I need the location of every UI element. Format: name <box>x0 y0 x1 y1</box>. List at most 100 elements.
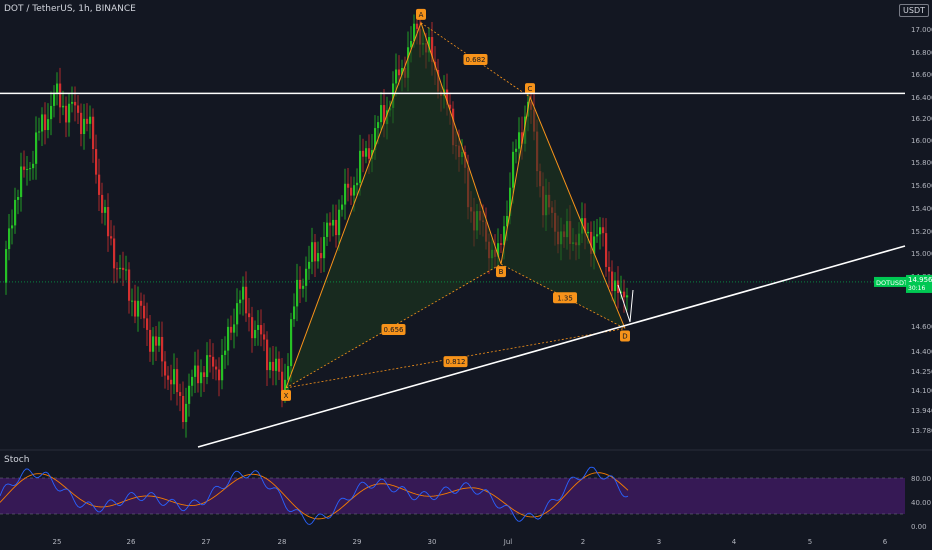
stoch-tick: 40.00 <box>911 499 931 507</box>
candle-body <box>584 218 587 234</box>
candle-body <box>380 105 383 123</box>
candle-body <box>602 227 605 234</box>
pattern-point-badge <box>496 266 506 278</box>
candle-body <box>311 242 314 262</box>
candle-body <box>401 67 404 76</box>
candle-body <box>107 207 110 237</box>
ratio-label: 0.812 <box>445 358 465 366</box>
candle-body <box>38 131 41 133</box>
candle-body <box>515 148 518 152</box>
pattern-point-label: X <box>284 392 289 400</box>
candle-body <box>299 279 302 289</box>
candle-body <box>110 236 113 239</box>
candle-body <box>260 325 263 335</box>
ratio-label: 0.682 <box>465 56 485 64</box>
candle-body <box>44 114 47 131</box>
candle-body <box>119 267 122 270</box>
candle-body <box>377 122 380 129</box>
candle-body <box>269 361 272 371</box>
candle-body <box>326 222 329 237</box>
candle-body <box>230 326 233 333</box>
candle-body <box>173 369 176 385</box>
time-tick: 25 <box>53 538 62 546</box>
pattern-point-label: C <box>528 85 533 93</box>
candle-body <box>35 132 38 164</box>
candle-body <box>68 103 71 123</box>
candle-body <box>182 395 185 423</box>
candle-body <box>596 234 599 237</box>
candle-body <box>89 116 92 124</box>
candle-body <box>170 379 173 385</box>
candle-body <box>200 372 203 384</box>
candle-body <box>290 319 293 367</box>
price-tick: 14.250 <box>911 368 932 376</box>
candle-body <box>413 23 416 42</box>
candle-body <box>302 285 305 289</box>
time-tick: 30 <box>428 538 437 546</box>
stoch-tick: 80.00 <box>911 475 931 483</box>
candle-body <box>281 371 284 392</box>
candle-body <box>347 183 350 188</box>
time-tick: 4 <box>732 538 737 546</box>
time-tick: 27 <box>202 538 211 546</box>
pattern-point-badge <box>525 83 535 95</box>
candle-body <box>137 300 140 317</box>
candle-body <box>11 225 14 229</box>
candle-body <box>32 163 35 169</box>
candle-body <box>8 228 11 250</box>
candle-body <box>512 151 515 188</box>
candle-body <box>287 366 290 380</box>
currency-badge[interactable]: USDT <box>899 4 929 17</box>
candle-body <box>317 253 320 262</box>
candle-body <box>227 326 230 351</box>
stochastic-panel: 80.00 40.00 0.00 <box>0 449 932 531</box>
candle-body <box>263 334 266 340</box>
candle-body <box>167 375 170 380</box>
candle-body <box>50 105 53 120</box>
candle-body <box>314 242 317 262</box>
candle-body <box>47 119 50 131</box>
candle-body <box>329 222 332 226</box>
candle-body <box>248 313 251 318</box>
last-price-badge <box>906 274 932 293</box>
candle-body <box>194 365 197 377</box>
candle-body <box>266 339 269 371</box>
candle-body <box>428 37 431 53</box>
candle-body <box>236 303 239 325</box>
candle-body <box>53 93 56 106</box>
price-tick: 16.600 <box>911 71 932 79</box>
candle-body <box>131 300 134 302</box>
pattern-point-label: B <box>499 268 504 276</box>
candle-body <box>323 236 326 259</box>
candle-body <box>611 271 614 292</box>
candle-body <box>503 226 506 245</box>
ratio-label: 1.35 <box>557 294 573 302</box>
candle-body <box>113 238 116 269</box>
ratio-label: 0.656 <box>383 326 404 334</box>
candle-body <box>80 112 83 135</box>
candle-body <box>14 199 17 226</box>
candle-body <box>191 376 194 386</box>
candle-body <box>224 350 227 355</box>
candle-body <box>500 243 503 245</box>
price-tick: 14.400 <box>911 348 932 356</box>
d-point-arrow <box>617 284 634 323</box>
candle-body <box>185 403 188 423</box>
candle-body <box>341 204 344 210</box>
candle-body <box>362 150 365 157</box>
price-tick: 16.800 <box>911 49 932 57</box>
candle-body <box>245 286 248 314</box>
harmonic-pattern: X A B C D 0.682 0.656 1.35 0.812 <box>281 8 630 401</box>
candle-body <box>188 385 191 404</box>
candle-body <box>254 329 257 339</box>
candle-body <box>149 329 152 352</box>
candle-body <box>278 358 281 372</box>
candle-body <box>353 185 356 196</box>
stoch-tick: 0.00 <box>911 523 927 531</box>
time-tick: 3 <box>657 538 661 546</box>
price-tick: 16.000 <box>911 137 932 145</box>
candle-body <box>158 336 161 346</box>
stoch-label[interactable]: Stoch <box>4 455 30 465</box>
candle-body <box>398 69 401 76</box>
